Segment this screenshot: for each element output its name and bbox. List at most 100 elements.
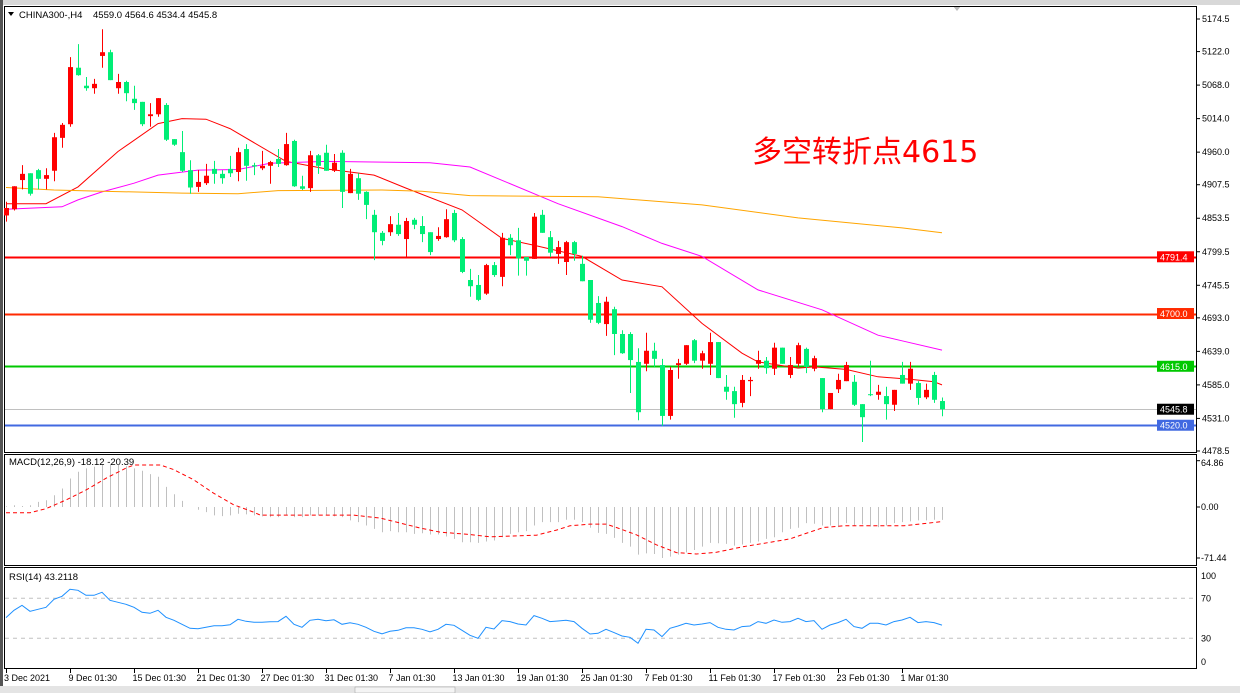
- candle[interactable]: [796, 342, 801, 367]
- candle[interactable]: [316, 154, 321, 174]
- candle[interactable]: [764, 356, 769, 374]
- candle[interactable]: [292, 139, 297, 187]
- candle[interactable]: [428, 232, 433, 256]
- candle[interactable]: [572, 240, 577, 261]
- candle[interactable]: [516, 227, 521, 276]
- candle[interactable]: [588, 280, 593, 323]
- candle[interactable]: [908, 361, 913, 390]
- candle[interactable]: [164, 103, 169, 141]
- candle[interactable]: [828, 392, 833, 410]
- annotation-text[interactable]: 多空转折点4615: [752, 135, 978, 170]
- candle[interactable]: [108, 49, 113, 81]
- candle[interactable]: [892, 389, 897, 411]
- candle[interactable]: [124, 80, 129, 102]
- candle[interactable]: [404, 217, 409, 259]
- candle[interactable]: [92, 78, 97, 94]
- candle[interactable]: [204, 163, 209, 186]
- candle[interactable]: [748, 376, 753, 397]
- candle[interactable]: [940, 397, 945, 417]
- candle[interactable]: [236, 147, 241, 182]
- candle[interactable]: [332, 154, 337, 172]
- candle[interactable]: [772, 342, 777, 375]
- candle[interactable]: [220, 170, 225, 184]
- candle[interactable]: [356, 173, 361, 200]
- candle[interactable]: [612, 306, 617, 356]
- candle[interactable]: [540, 209, 545, 233]
- candle[interactable]: [916, 381, 921, 405]
- candle[interactable]: [628, 332, 633, 393]
- candle[interactable]: [76, 44, 81, 76]
- candle[interactable]: [68, 57, 73, 127]
- candle[interactable]: [812, 355, 817, 372]
- candle[interactable]: [476, 275, 481, 302]
- candle[interactable]: [900, 361, 905, 384]
- candle[interactable]: [252, 162, 257, 176]
- candle[interactable]: [244, 144, 249, 181]
- candle[interactable]: [60, 122, 65, 148]
- candle[interactable]: [364, 191, 369, 220]
- candle[interactable]: [580, 255, 585, 282]
- candle[interactable]: [684, 345, 689, 366]
- candle[interactable]: [388, 216, 393, 236]
- candle[interactable]: [36, 168, 41, 190]
- candle[interactable]: [452, 209, 457, 243]
- candle[interactable]: [4, 201, 9, 222]
- bottom-tab[interactable]: [354, 686, 456, 693]
- candle[interactable]: [532, 212, 537, 259]
- candle[interactable]: [700, 350, 705, 369]
- candle[interactable]: [660, 358, 665, 426]
- candle[interactable]: [132, 85, 137, 110]
- candle[interactable]: [636, 348, 641, 421]
- candle[interactable]: [844, 361, 849, 382]
- candle[interactable]: [340, 150, 345, 208]
- candle[interactable]: [668, 366, 673, 420]
- candle[interactable]: [652, 342, 657, 367]
- candle[interactable]: [604, 296, 609, 336]
- candle[interactable]: [508, 234, 513, 256]
- candle[interactable]: [380, 230, 385, 246]
- candle[interactable]: [740, 374, 745, 408]
- candle[interactable]: [804, 347, 809, 374]
- candle[interactable]: [324, 144, 329, 171]
- candle[interactable]: [44, 168, 49, 190]
- candle[interactable]: [372, 209, 377, 261]
- candle[interactable]: [708, 332, 713, 375]
- candle[interactable]: [556, 240, 561, 264]
- candle[interactable]: [412, 217, 417, 230]
- candle[interactable]: [644, 332, 649, 372]
- candle[interactable]: [924, 383, 929, 400]
- candle[interactable]: [548, 230, 553, 258]
- candle[interactable]: [716, 342, 721, 379]
- candle[interactable]: [148, 103, 153, 127]
- candle[interactable]: [12, 186, 17, 211]
- candle[interactable]: [836, 373, 841, 393]
- price-panel[interactable]: [4, 29, 1196, 442]
- candle[interactable]: [308, 150, 313, 192]
- candle[interactable]: [492, 262, 497, 277]
- candle[interactable]: [52, 132, 57, 182]
- scroll-marker-icon[interactable]: [953, 6, 961, 11]
- candle[interactable]: [300, 175, 305, 190]
- candle[interactable]: [84, 77, 89, 91]
- candle[interactable]: [860, 404, 865, 442]
- candle[interactable]: [180, 131, 185, 172]
- candle[interactable]: [284, 132, 289, 166]
- candle[interactable]: [28, 173, 33, 196]
- candle[interactable]: [596, 296, 601, 325]
- candle[interactable]: [420, 216, 425, 243]
- bottom-tab-bar[interactable]: [0, 686, 1240, 693]
- candle[interactable]: [780, 347, 785, 364]
- macd-panel[interactable]: [6, 464, 943, 558]
- candle[interactable]: [524, 257, 529, 276]
- candle[interactable]: [20, 165, 25, 190]
- candle[interactable]: [140, 101, 145, 127]
- candle[interactable]: [500, 232, 505, 287]
- candle[interactable]: [196, 170, 201, 192]
- candle[interactable]: [724, 374, 729, 400]
- candle[interactable]: [260, 150, 265, 171]
- candle[interactable]: [436, 227, 441, 241]
- candle[interactable]: [348, 168, 353, 194]
- candle[interactable]: [116, 73, 121, 94]
- candle[interactable]: [884, 386, 889, 420]
